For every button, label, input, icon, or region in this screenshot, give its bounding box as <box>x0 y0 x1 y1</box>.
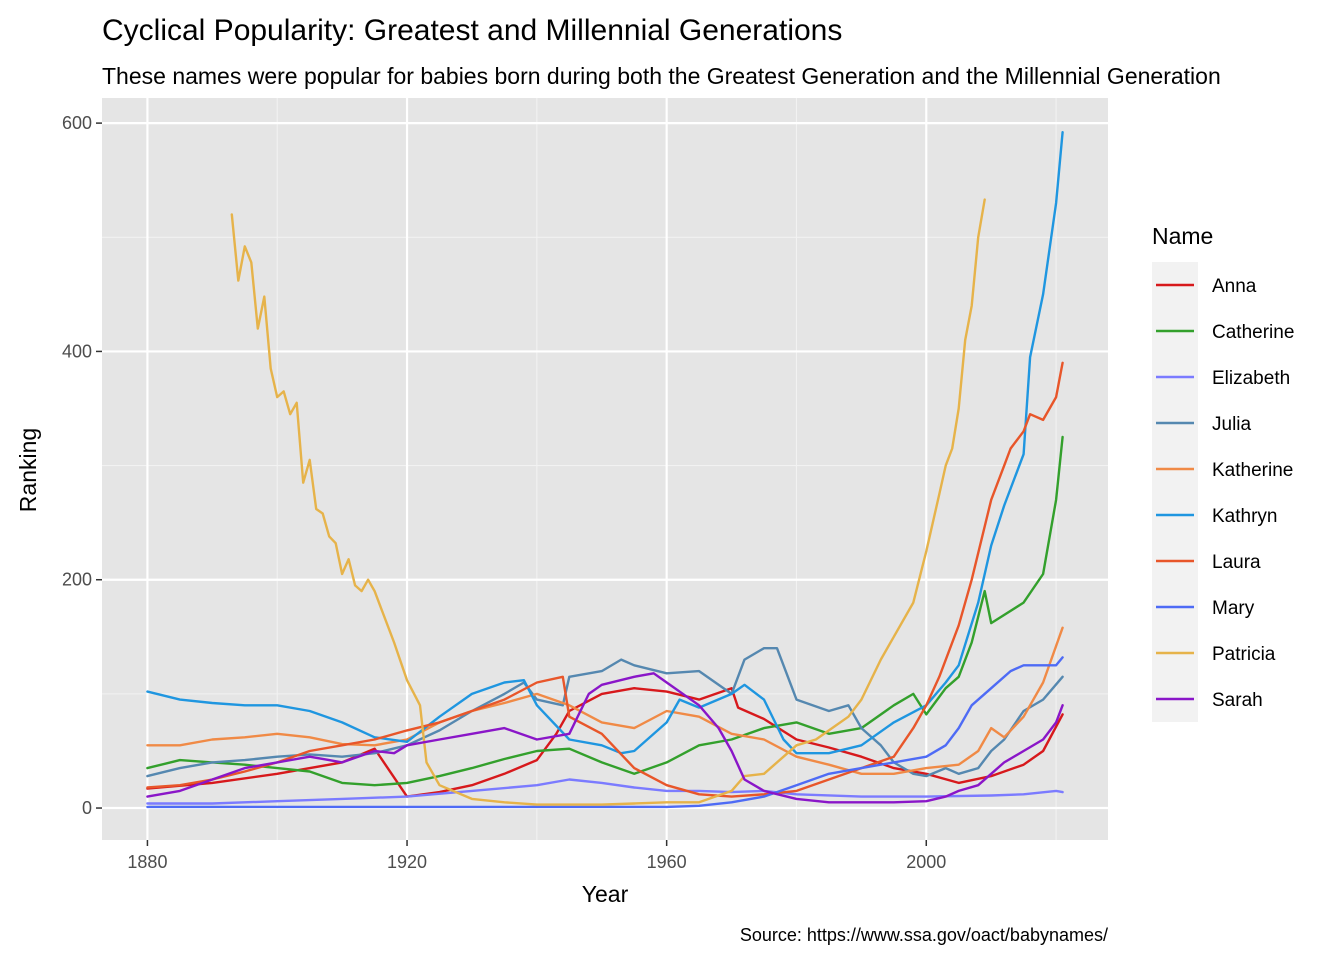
x-axis-label: Year <box>582 881 629 907</box>
x-tick-label: 1960 <box>647 852 687 872</box>
series-lines <box>146 131 1064 809</box>
plot-panel <box>102 98 1108 840</box>
x-tick-label: 2000 <box>906 852 946 872</box>
series-line-kathryn <box>146 131 1064 755</box>
y-axis-label: Ranking <box>15 428 41 512</box>
legend-title: Name <box>1152 223 1213 249</box>
y-tick-label: 200 <box>62 570 92 590</box>
y-tick-label: 400 <box>62 341 92 361</box>
legend-label-anna: Anna <box>1212 276 1257 297</box>
legend-label-laura: Laura <box>1212 552 1261 573</box>
legend-label-catherine: Catherine <box>1212 322 1294 343</box>
source-caption: Source: https://www.ssa.gov/oact/babynam… <box>740 925 1108 945</box>
chart-title: Cyclical Popularity: Greatest and Millen… <box>102 14 842 47</box>
series-line-elizabeth <box>146 778 1064 805</box>
x-tick-label: 1920 <box>387 852 427 872</box>
legend-label-kathryn: Kathryn <box>1212 506 1277 527</box>
series-line-sarah <box>146 672 1064 804</box>
legend-label-julia: Julia <box>1212 414 1252 435</box>
legend-label-patricia: Patricia <box>1212 644 1276 665</box>
series-line-catherine <box>146 435 1064 787</box>
y-tick-label: 0 <box>82 798 92 818</box>
grid-lines <box>102 98 1108 840</box>
series-line-mary <box>146 656 1064 809</box>
x-tick-label: 1880 <box>127 852 167 872</box>
series-line-patricia <box>230 198 986 806</box>
axes: 1880 1920 1960 2000 0 200 400 600 <box>62 113 946 872</box>
legend-label-mary: Mary <box>1212 598 1255 619</box>
y-tick-label: 600 <box>62 113 92 133</box>
legend: Name Anna Catherine Elizabeth Julia Katherin… <box>1152 223 1294 722</box>
legend-label-elizabeth: Elizabeth <box>1212 368 1290 389</box>
legend-key-background <box>1152 262 1198 722</box>
series-line-katherine <box>146 626 1064 775</box>
series-line-anna <box>146 687 1064 798</box>
legend-label-katherine: Katherine <box>1212 460 1293 481</box>
chart-subtitle: These names were popular for babies born… <box>102 63 1221 89</box>
legend-label-sarah: Sarah <box>1212 690 1263 711</box>
